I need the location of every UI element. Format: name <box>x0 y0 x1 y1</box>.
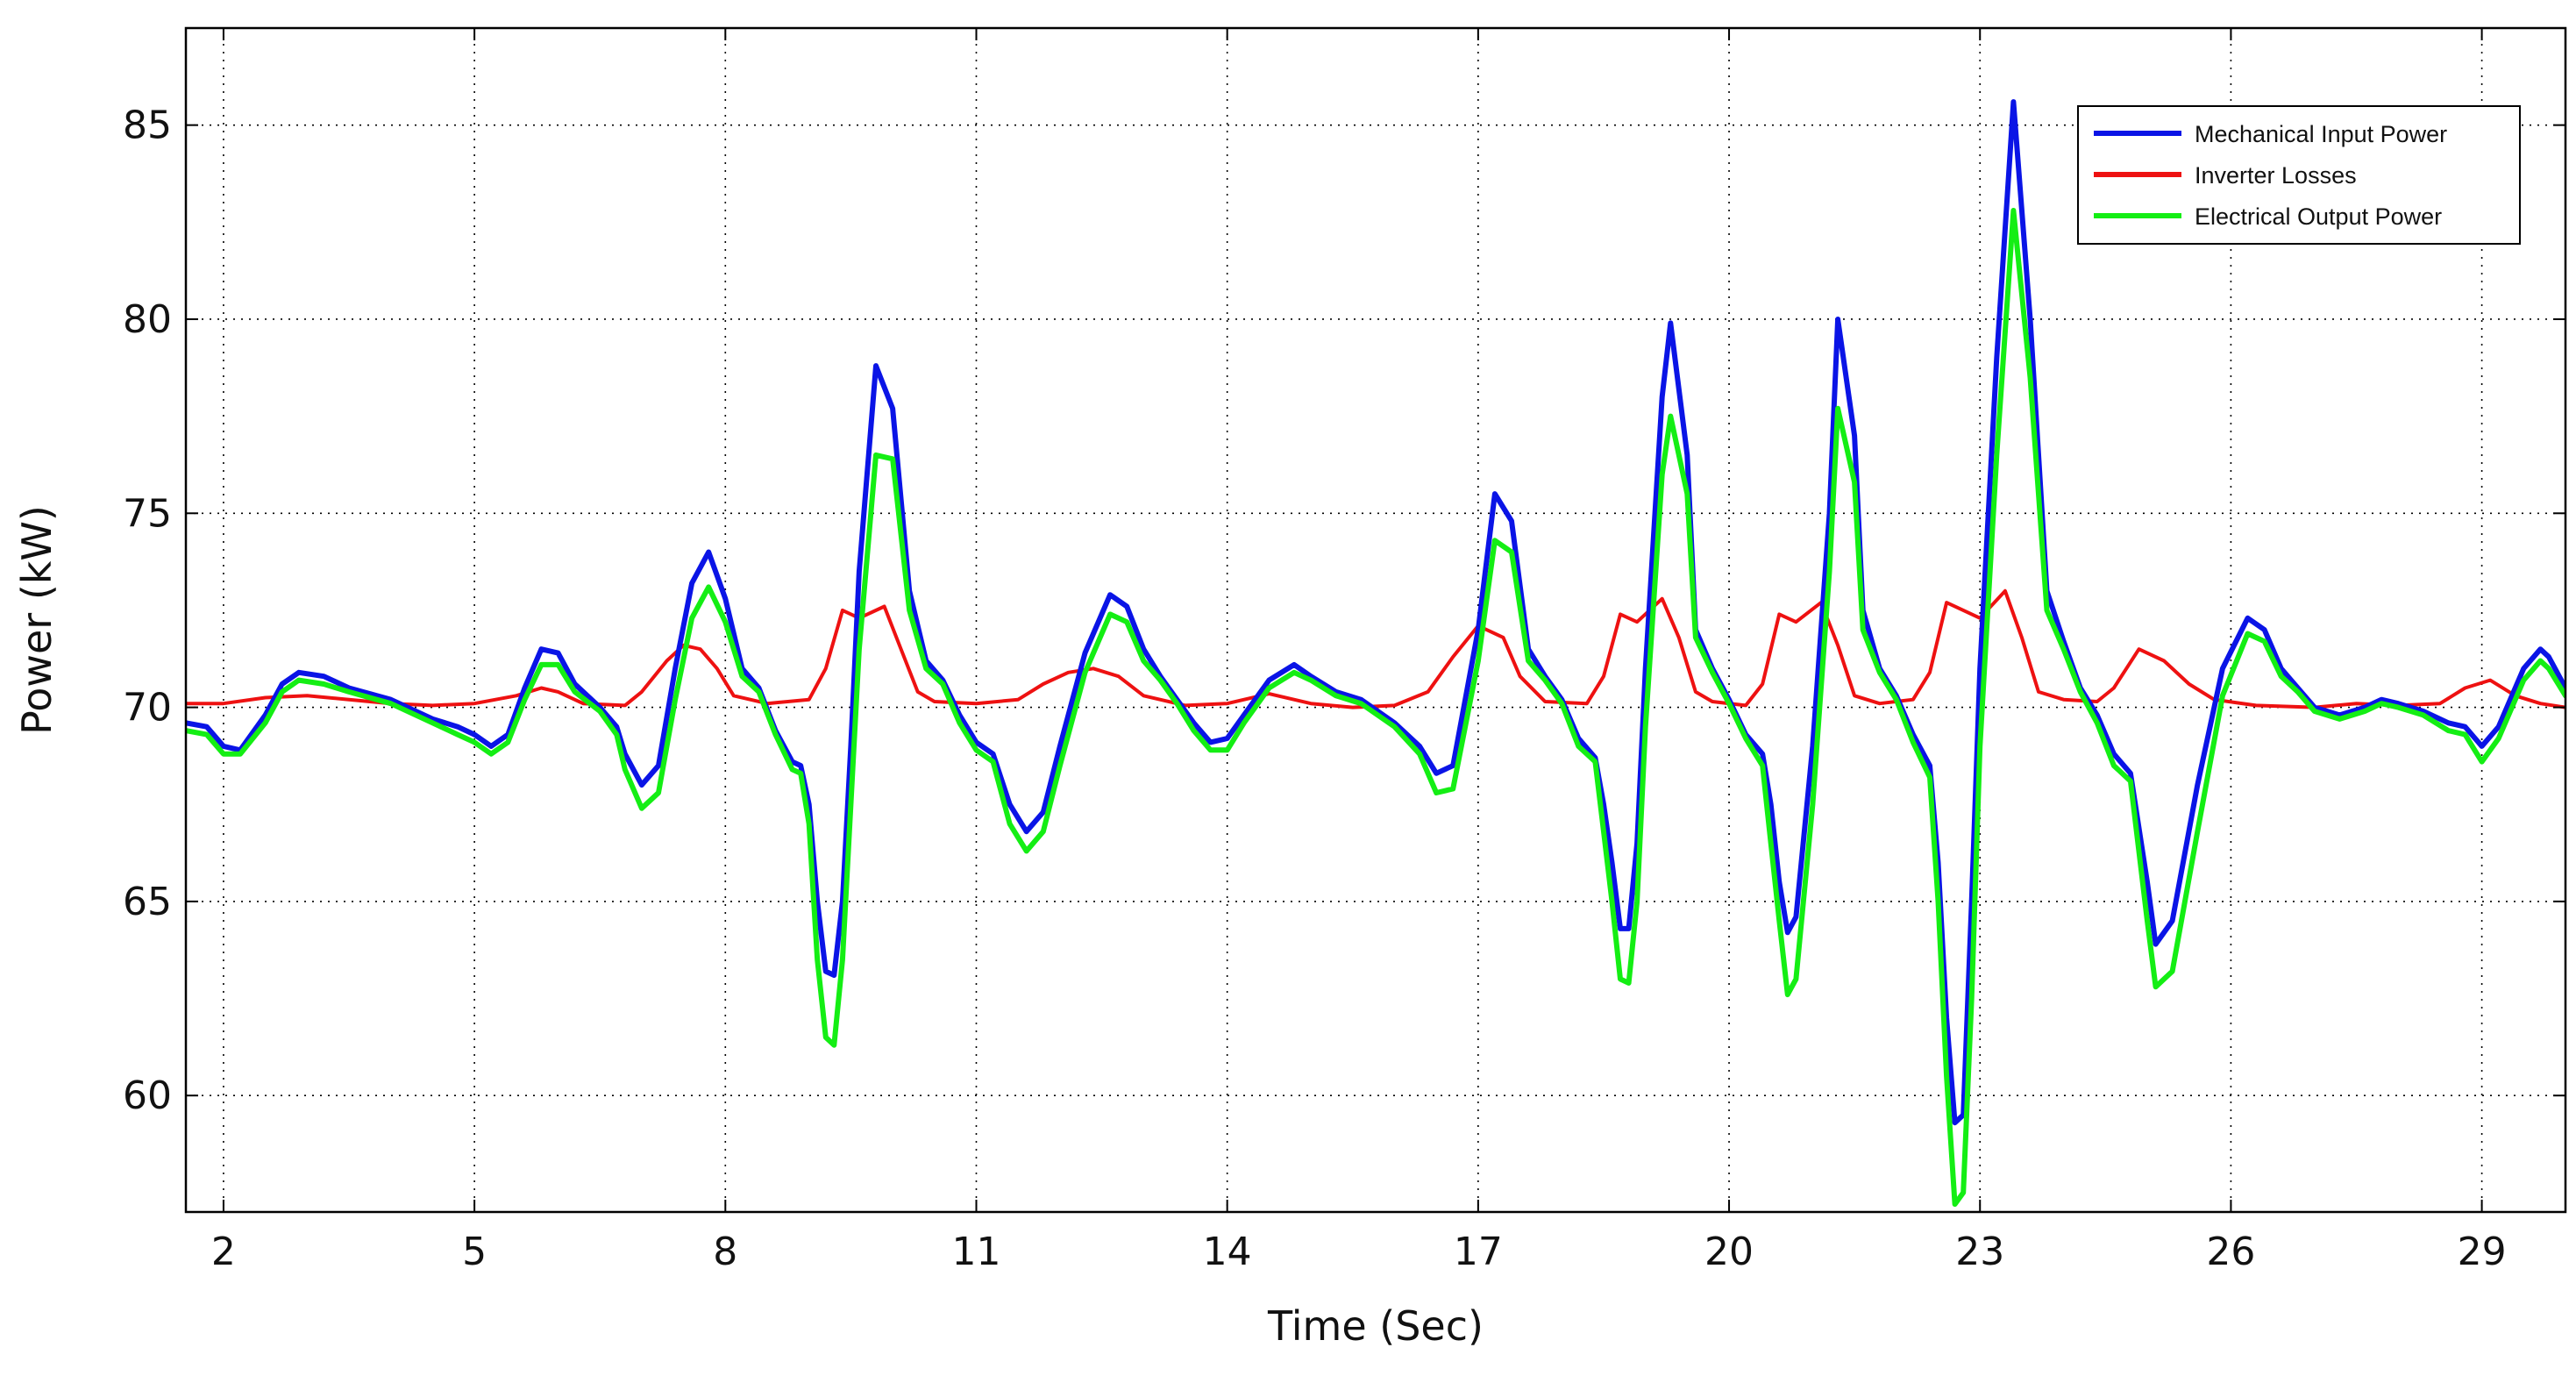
y-tick-label: 85 <box>123 103 172 148</box>
x-tick-label: 29 <box>2458 1230 2507 1274</box>
series-layer <box>186 99 2565 1208</box>
x-axis-title: Time (Sec) <box>1267 1302 1484 1350</box>
legend: Mechanical Input Power Inverter Losses E… <box>2077 105 2521 245</box>
x-tick-label: 5 <box>462 1230 487 1274</box>
legend-label-inverter-losses: Inverter Losses <box>2195 162 2357 189</box>
legend-label-mechanical-input-power: Mechanical Input Power <box>2195 121 2447 147</box>
y-tick-label: 75 <box>123 491 172 536</box>
x-tick-label: 17 <box>1454 1230 1503 1274</box>
x-tick-label: 20 <box>1704 1230 1754 1274</box>
y-tick-label: 65 <box>123 880 172 924</box>
legend-label-electrical-output-power: Electrical Output Power <box>2195 203 2442 230</box>
y-tick-label: 60 <box>123 1073 172 1118</box>
x-tick-label: 11 <box>951 1230 1000 1274</box>
series-line-inverter-losses <box>186 588 2565 709</box>
y-tick-label: 70 <box>123 686 172 731</box>
y-axis-title: Power (kW) <box>13 505 60 735</box>
plot-area-frame <box>184 26 2567 1214</box>
y-tick-label: 80 <box>123 297 172 342</box>
tick-layer: 2 5 8 11 14 17 20 23 26 29 60 65 70 75 80 85 <box>123 28 2565 1274</box>
x-tick-label: 23 <box>1955 1230 2004 1274</box>
x-tick-label: 8 <box>713 1230 737 1274</box>
x-tick-label: 26 <box>2206 1230 2255 1274</box>
x-tick-label: 14 <box>1203 1230 1252 1274</box>
series-line-electrical-output-power <box>186 208 2565 1208</box>
x-tick-label: 2 <box>211 1230 236 1274</box>
series-line-mechanical-input-power <box>186 99 2565 1126</box>
